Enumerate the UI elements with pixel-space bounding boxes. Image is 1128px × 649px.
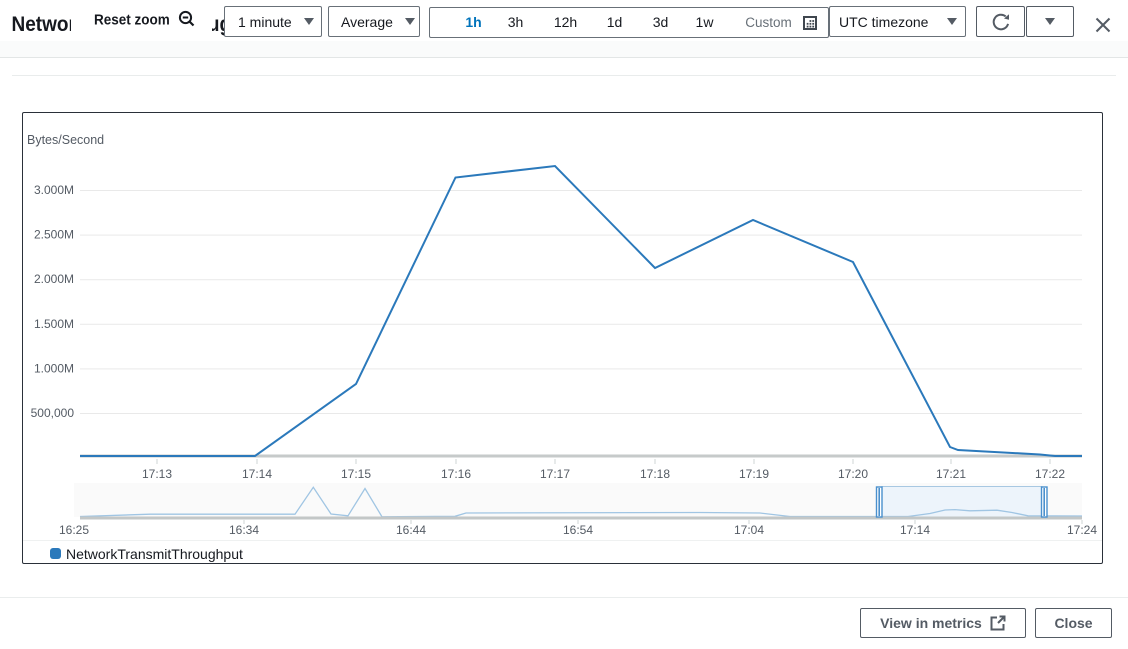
svg-text:17:04: 17:04 (734, 523, 764, 537)
svg-text:17:22: 17:22 (1035, 467, 1065, 481)
svg-text:500,000: 500,000 (31, 406, 75, 420)
svg-text:17:20: 17:20 (838, 467, 868, 481)
svg-text:2.000M: 2.000M (34, 272, 74, 286)
svg-text:16:34: 16:34 (229, 523, 259, 537)
svg-text:17:24: 17:24 (1067, 523, 1097, 537)
svg-text:16:54: 16:54 (563, 523, 593, 537)
svg-text:17:14: 17:14 (900, 523, 930, 537)
svg-text:Bytes/Second: Bytes/Second (27, 133, 104, 147)
svg-text:17:14: 17:14 (242, 467, 272, 481)
svg-text:17:18: 17:18 (640, 467, 670, 481)
svg-text:16:25: 16:25 (59, 523, 89, 537)
svg-text:17:17: 17:17 (540, 467, 570, 481)
svg-text:1.500M: 1.500M (34, 317, 74, 331)
svg-text:3.000M: 3.000M (34, 183, 74, 197)
svg-text:17:19: 17:19 (739, 467, 769, 481)
svg-text:17:13: 17:13 (142, 467, 172, 481)
svg-text:16:44: 16:44 (396, 523, 426, 537)
svg-text:17:21: 17:21 (936, 467, 966, 481)
svg-text:17:16: 17:16 (441, 467, 471, 481)
svg-text:2.500M: 2.500M (34, 228, 74, 242)
svg-text:17:15: 17:15 (341, 467, 371, 481)
svg-text:1.000M: 1.000M (34, 361, 74, 375)
